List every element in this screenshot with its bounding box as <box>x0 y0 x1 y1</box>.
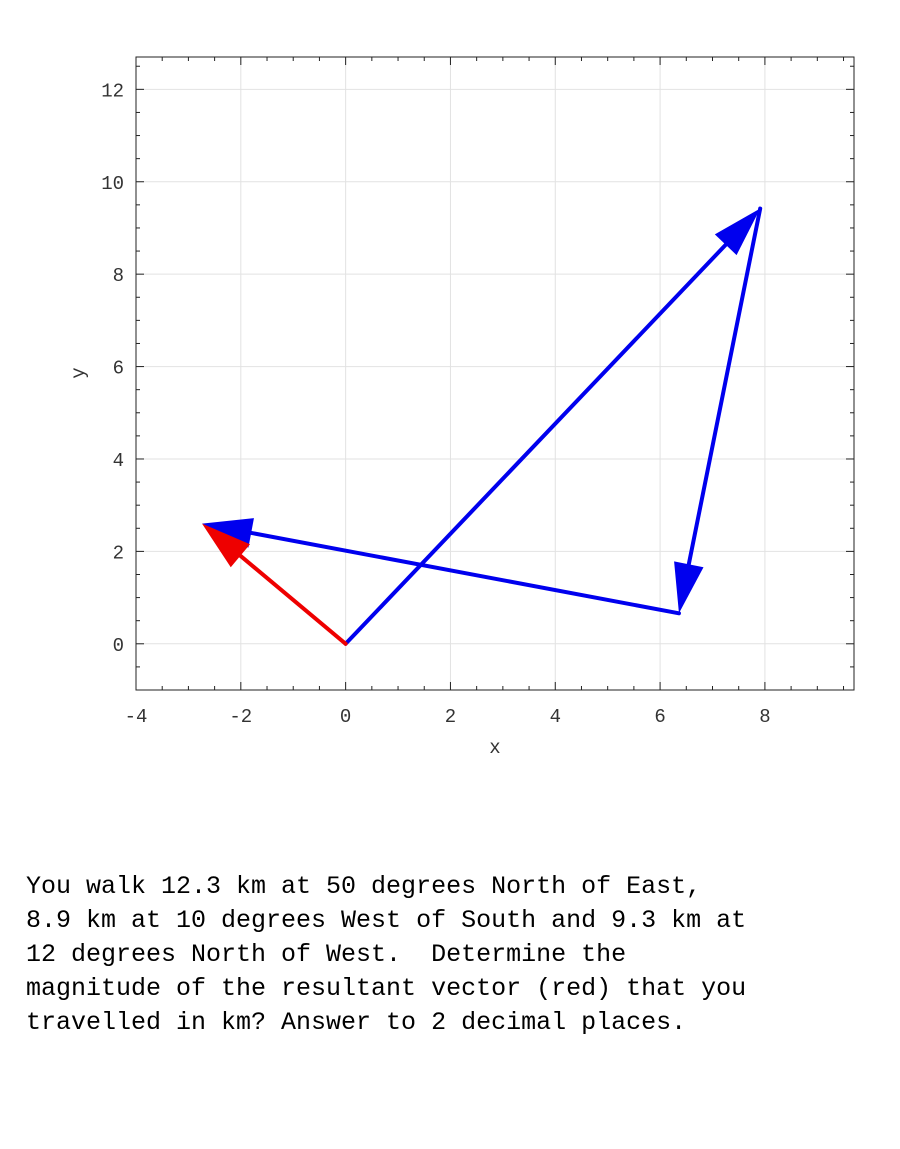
y-tick-label: 4 <box>113 450 124 472</box>
question-text: You walk 12.3 km at 50 degrees North of … <box>26 872 747 1037</box>
y-tick-label: 6 <box>113 358 124 380</box>
x-axis-label: x <box>489 737 500 759</box>
vector-shaft-3 <box>245 530 681 616</box>
y-axis-label: y <box>68 367 90 378</box>
y-tick-label: 0 <box>113 635 124 657</box>
plot-frame <box>135 56 855 691</box>
x-tick-label: 6 <box>654 706 665 728</box>
y-tick-label: 10 <box>101 173 124 195</box>
tick-labels: -4 -2 0 2 4 6 8 0 2 4 6 8 10 12 <box>101 80 770 728</box>
y-tick-label: 12 <box>101 80 124 102</box>
vector-head-3 <box>202 518 254 548</box>
x-tick-label: 2 <box>445 706 456 728</box>
grid <box>135 57 854 690</box>
x-tick-label: -2 <box>229 706 252 728</box>
vectors <box>202 206 763 646</box>
vector-shaft-4 <box>235 551 348 646</box>
x-tick-label: -4 <box>125 706 148 728</box>
y-tick-label: 2 <box>113 542 124 564</box>
vector-head-4 <box>202 523 251 568</box>
x-tick-label: 0 <box>340 706 351 728</box>
vector-shaft-1 <box>343 239 731 646</box>
axis-ticks <box>135 57 854 691</box>
x-tick-label: 4 <box>550 706 561 728</box>
x-tick-label: 8 <box>759 706 770 728</box>
vector-head-2 <box>674 561 704 614</box>
vector-chart: -4 -2 0 2 4 6 8 0 2 4 6 8 10 12 x y <box>68 56 855 759</box>
y-tick-label: 8 <box>113 265 124 287</box>
vector-shaft-2 <box>686 206 763 571</box>
vector-head-1 <box>714 208 761 256</box>
